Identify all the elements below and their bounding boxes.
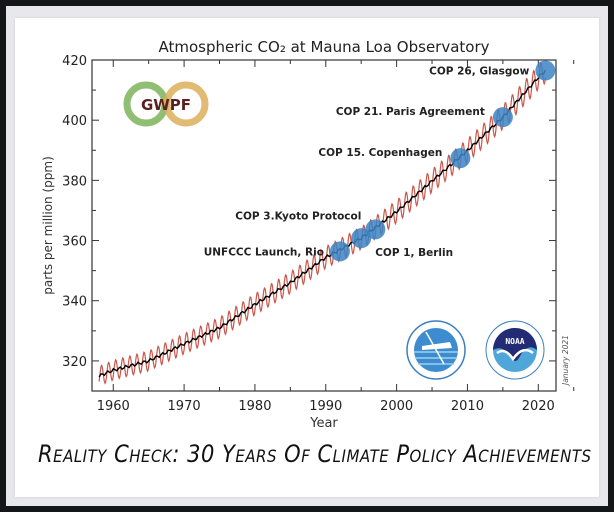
x-tick-label: 1960 <box>97 399 130 414</box>
chart-card <box>15 18 599 497</box>
gwpf-logo-text: GWPF <box>141 96 191 114</box>
y-axis-label: parts per million (ppm) <box>41 156 55 295</box>
chart-title: Atmospheric CO₂ at Mauna Loa Observatory <box>158 38 489 56</box>
monthly-co2-line <box>98 62 546 385</box>
x-tick-label: 1990 <box>309 399 342 414</box>
plot-frame <box>91 59 557 392</box>
x-tick-label: 2000 <box>380 399 413 414</box>
y-tick-label: 320 <box>62 355 87 370</box>
x-tick-label: 2020 <box>522 399 555 414</box>
y-tick-label: 420 <box>62 54 87 69</box>
caption: Reality Check: 30 Years Of Climate Polic… <box>38 440 592 468</box>
event-marker <box>535 60 556 81</box>
y-tick-label: 340 <box>62 295 87 310</box>
event-marker <box>365 219 386 240</box>
noaa-logo-text: NOAA <box>505 337 524 346</box>
y-tick-label: 400 <box>62 114 87 129</box>
x-axis-label: Year <box>309 416 338 431</box>
event-marker <box>492 107 513 128</box>
event-label: COP 3.Kyoto Protocol <box>235 210 361 222</box>
event-label: COP 1, Berlin <box>375 247 453 259</box>
event-label: COP 15. Copenhagen <box>318 147 442 159</box>
x-tick-label: 1980 <box>238 399 271 414</box>
event-label: UNFCCC Launch, Rio <box>204 246 324 258</box>
event-label: COP 21. Paris Agreement <box>336 106 485 118</box>
event-marker <box>450 148 471 169</box>
event-label: COP 26, Glasgow <box>429 66 530 78</box>
x-tick-label: 1970 <box>168 399 201 414</box>
y-tick-label: 380 <box>62 174 87 189</box>
y-tick-label: 360 <box>62 235 87 250</box>
noaa-ocean-logo <box>406 320 466 380</box>
gwpf-logo: GWPF <box>123 81 209 127</box>
date-stamp: January 2021 <box>561 335 570 387</box>
noaa-logo: NOAA <box>485 320 545 380</box>
x-tick-label: 2010 <box>451 399 484 414</box>
trend-co2-line <box>98 69 547 378</box>
event-marker <box>329 241 350 262</box>
